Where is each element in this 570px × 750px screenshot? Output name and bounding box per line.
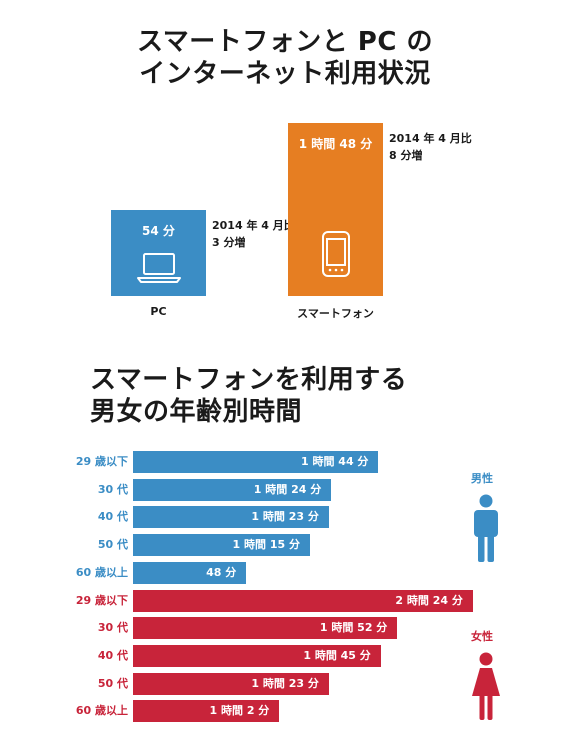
y-tick-label: 60 歳以上 (75, 565, 128, 579)
y-tick-label: 50 代 (97, 538, 128, 552)
bar-smartphone: 1 時間 48 分 (288, 123, 383, 296)
data-label: 2 時間 24 分 (395, 593, 463, 607)
laptop-icon (111, 251, 206, 289)
bar: 1 時間 24 分 (133, 478, 332, 501)
chart-title-age-gender: スマートフォンを利用する 男女の年齢別時間 (90, 364, 407, 428)
data-label: 1 時間 23 分 (251, 676, 319, 690)
x-tick-label: スマートフォン (297, 307, 374, 320)
y-tick-label: 29 歳以下 (75, 455, 128, 468)
bar: 1 時間 45 分 (133, 644, 381, 667)
data-label: 1 時間 45 分 (303, 648, 371, 662)
annotation: 2014 年 4 月比 8 分増 (389, 130, 472, 164)
annotation-line: 2014 年 4 月比 (212, 218, 295, 232)
x-tick-label: PC (150, 305, 167, 318)
data-label: 48 分 (206, 565, 237, 579)
bar: 1 時間 23 分 (133, 506, 329, 529)
data-label: 1 時間 44 分 (300, 455, 369, 468)
female-icon (471, 652, 501, 724)
bar: 1 時間 15 分 (133, 534, 310, 557)
y-tick-label: 30 代 (97, 482, 128, 496)
data-label: 1 時間 15 分 (232, 538, 300, 552)
y-tick-label: 29 歳以下 (75, 593, 128, 607)
chart-title-internet-usage: スマートフォンと PC の インターネット利用状況 (0, 26, 570, 90)
bar: 2 時間 24 分 (133, 589, 473, 612)
male-icon (471, 494, 501, 566)
data-label: 1 時間 52 分 (319, 621, 388, 635)
data-label: 54 分 (142, 223, 175, 238)
title-line: 男女の年齢別時間 (90, 397, 303, 427)
y-tick-label: 60 歳以上 (75, 704, 128, 718)
title-line: スマートフォンを利用する (90, 365, 408, 395)
legend-male: 男性 (471, 472, 493, 485)
annotation-line: 3 分増 (212, 235, 246, 249)
bar: 1 時間 44 分 (133, 451, 379, 473)
bar: 1 時間 2 分 (133, 700, 280, 723)
annotation: 2014 年 4 月比 3 分増 (212, 217, 295, 251)
bar-pc: 54 分 (111, 209, 206, 296)
y-tick-label: 40 代 (97, 510, 128, 524)
bar: 1 時間 52 分 (133, 617, 398, 640)
smartphone-icon (288, 230, 383, 282)
data-label: 1 時間 24 分 (253, 482, 322, 496)
annotation-line: 2014 年 4 月比 (389, 132, 472, 146)
y-tick-label: 50 代 (97, 676, 128, 690)
y-tick-label: 30 代 (97, 621, 128, 635)
y-tick-label: 40 代 (97, 648, 128, 662)
title-line: スマートフォンと PC の (137, 27, 433, 57)
title-line: インターネット利用状況 (139, 59, 431, 89)
data-label: 1 時間 2 分 (209, 704, 270, 718)
legend-female: 女性 (471, 630, 493, 643)
data-label: 1 時間 48 分 (298, 137, 373, 152)
annotation-line: 8 分増 (389, 149, 423, 163)
data-label: 1 時間 23 分 (251, 510, 319, 524)
bar: 48 分 (133, 561, 247, 584)
bar: 1 時間 23 分 (133, 672, 329, 695)
